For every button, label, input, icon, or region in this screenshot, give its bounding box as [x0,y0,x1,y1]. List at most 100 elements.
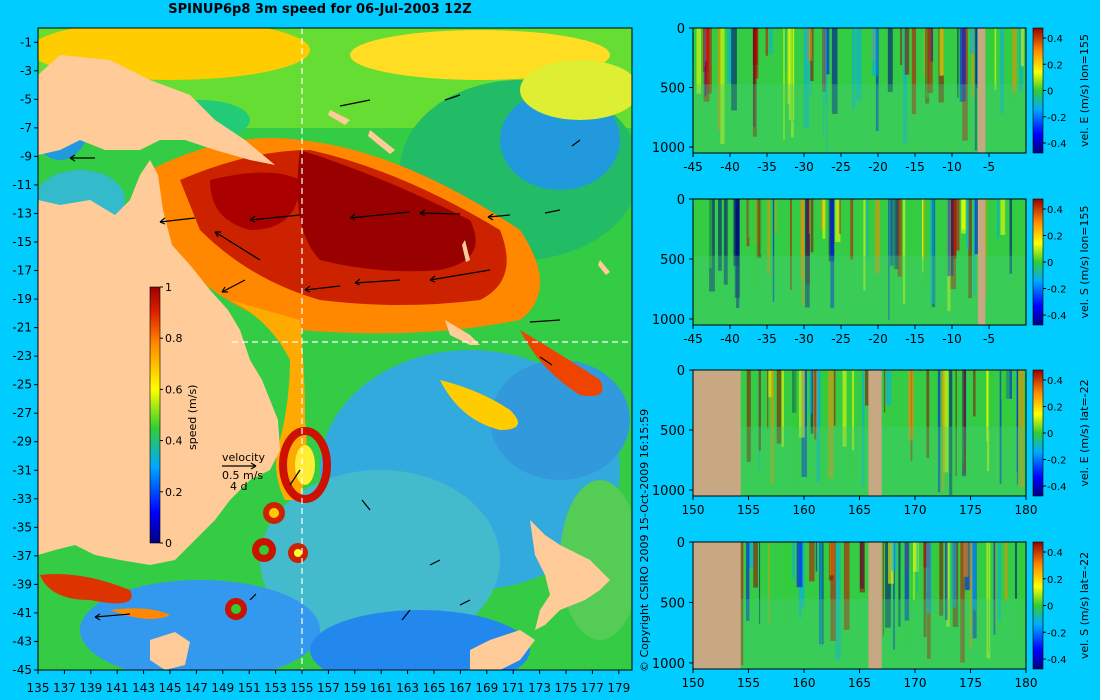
section-land [868,370,882,496]
section-colorbar-label: vel. S (m/s) lon=155 [1078,205,1091,318]
map-x-tick-label: 161 [370,681,393,695]
section-colorbar-tick-label: -0.4 [1047,655,1067,666]
land-new-caledonia [445,320,480,345]
section-x-tick-label: -20 [868,160,888,174]
section-x-tick-label: -10 [942,332,962,346]
map-y-tick-label: -15 [12,235,32,249]
map-x-tick-label: 159 [343,681,366,695]
section-vel-e-lon155: -45 -40 -35 -30 -25 -20 -15 -10 -5 0 500 1000 0.4 0.2… [652,22,1091,174]
map-x-tick-label: 153 [264,681,287,695]
section-colorbar-tick-label: -0.4 [1047,139,1067,150]
section-y-tick-label: 1000 [652,313,685,328]
section-x-tick-label: 180 [1015,503,1038,517]
map-y-tick-label: -35 [12,520,32,534]
section-field [693,28,1026,153]
section-colorbar-tick-label: 0 [1047,258,1053,269]
section-x-tick-label: -10 [942,160,962,174]
map-y-tick-label: -27 [12,406,32,420]
section-y-tick-label: 500 [660,424,685,439]
section-colorbar-tick-label: 0.2 [1047,403,1063,414]
map-y-tick-label: -39 [12,577,32,591]
map-y-tick-label: -3 [20,64,32,78]
map-x-tick-label: 149 [211,681,234,695]
section-x-tick-label: 175 [959,503,982,517]
section-x-tick-label: 155 [737,676,760,690]
map-y-tick-label: -37 [12,549,32,563]
section-colorbar [1032,27,1044,154]
map-y-tick-label: -17 [12,264,32,278]
map-x-tick-label: 169 [475,681,498,695]
speed-colorbar-tick-label: 0.4 [165,435,183,448]
section-land [977,199,986,325]
map-x-tick-label: 135 [27,681,50,695]
section-colorbar-tick-label: 0.2 [1047,575,1063,586]
map-x-tick-label: 145 [159,681,182,695]
speed-colorbar-tick-label: 1 [165,281,172,294]
map-x-tick-label: 177 [581,681,604,695]
section-colorbar-label: vel. E (m/s) lat=-22 [1078,379,1091,486]
section-colorbar-label: vel. E (m/s) lon=155 [1078,34,1091,147]
section-frame [692,198,1027,326]
section-panels: -45 -40 -35 -30 -25 -20 -15 -10 -5 0 500 1000 0.4 0.2… [652,22,1091,690]
speed-colorbar [149,286,161,544]
section-x-tick-label: -35 [757,332,777,346]
section-y-tick-label: 500 [660,82,685,97]
section-x-tick-label: 180 [1015,676,1038,690]
section-x-tick-label: -30 [794,160,814,174]
speed-map: 1 0.8 0.6 0.4 0.2 0 speed (m/s) velocity 0.5 … [12,27,633,695]
section-y-tick-label: 500 [660,596,685,611]
section-y-tick-label: 0 [677,22,685,37]
section-x-tick-label: 170 [904,503,927,517]
section-vel-e-lat22: 150 155 160 165 170 175 180 0 500 1000 0.4 0.2 0 -0.2… [652,364,1091,517]
section-x-tick-label: -30 [794,332,814,346]
map-x-tick-label: 175 [555,681,578,695]
section-x-tick-label: -45 [683,332,703,346]
speed-colorbar-tick-label: 0.6 [165,383,183,396]
map-y-tick-label: -41 [12,606,32,620]
section-y-tick-label: 1000 [652,484,685,499]
map-y-tick-label: -1 [20,35,32,49]
section-vel-s-lat22: 150 155 160 165 170 175 180 0 500 1000 0.4 0.2 0 -0.2… [652,536,1091,690]
section-x-tick-label: -20 [868,332,888,346]
velocity-legend-speed: 0.5 m/s [222,469,263,482]
map-y-tick-labels: -1 -3 -5 -7 -9 -11 -13 -15 -17 -19 -21 -23 -25 -27 -29… [12,35,38,677]
section-field [693,542,1026,669]
speed-colorbar-tick-label: 0.2 [165,486,183,499]
section-x-tick-label: -40 [720,332,740,346]
section-colorbar [1032,198,1044,326]
section-x-tick-label: 160 [793,503,816,517]
map-y-tick-label: -23 [12,349,32,363]
map-x-tick-label: 151 [238,681,261,695]
map-y-tick-label: -11 [12,178,32,192]
section-colorbar-tick-label: 0.4 [1047,548,1063,559]
section-x-tick-label: -15 [905,332,925,346]
section-colorbar-tick-label: -0.2 [1047,285,1067,296]
section-colorbar-tick-label: -0.2 [1047,456,1067,467]
section-x-tick-label: 170 [904,676,927,690]
map-y-tick-label: -43 [12,634,32,648]
map-x-tick-label: 139 [79,681,102,695]
map-y-tick-label: -13 [12,206,32,220]
section-colorbar-tick-label: 0.2 [1047,232,1063,243]
map-y-tick-label: -45 [12,663,32,677]
section-frame [692,27,1027,154]
section-x-tick-label: -25 [831,160,851,174]
map-x-tick-label: 143 [132,681,155,695]
map-x-tick-label: 167 [449,681,472,695]
section-y-tick-label: 1000 [652,141,685,156]
section-vel-s-lon155: -45 -40 -35 -30 -25 -20 -15 -10 -5 0 500 1000 0.4 0.2… [652,193,1091,346]
map-y-tick-label: -19 [12,292,32,306]
speed-colorbar-tick-label: 0 [165,537,172,550]
map-x-tick-labels: 135 137 139 141 143 145 147 149 151 153 155 157 159 1… [27,670,630,695]
section-x-tick-label: -40 [720,160,740,174]
map-x-tick-label: 173 [528,681,551,695]
section-x-tick-label: 150 [682,503,705,517]
map-y-tick-label: -29 [12,435,32,449]
map-y-tick-label: -21 [12,321,32,335]
section-land [693,370,741,496]
section-colorbar-tick-label: 0 [1047,87,1053,98]
section-x-tick-label: 175 [959,676,982,690]
section-x-tick-label: -35 [757,160,777,174]
velocity-legend-arrow [222,462,257,470]
